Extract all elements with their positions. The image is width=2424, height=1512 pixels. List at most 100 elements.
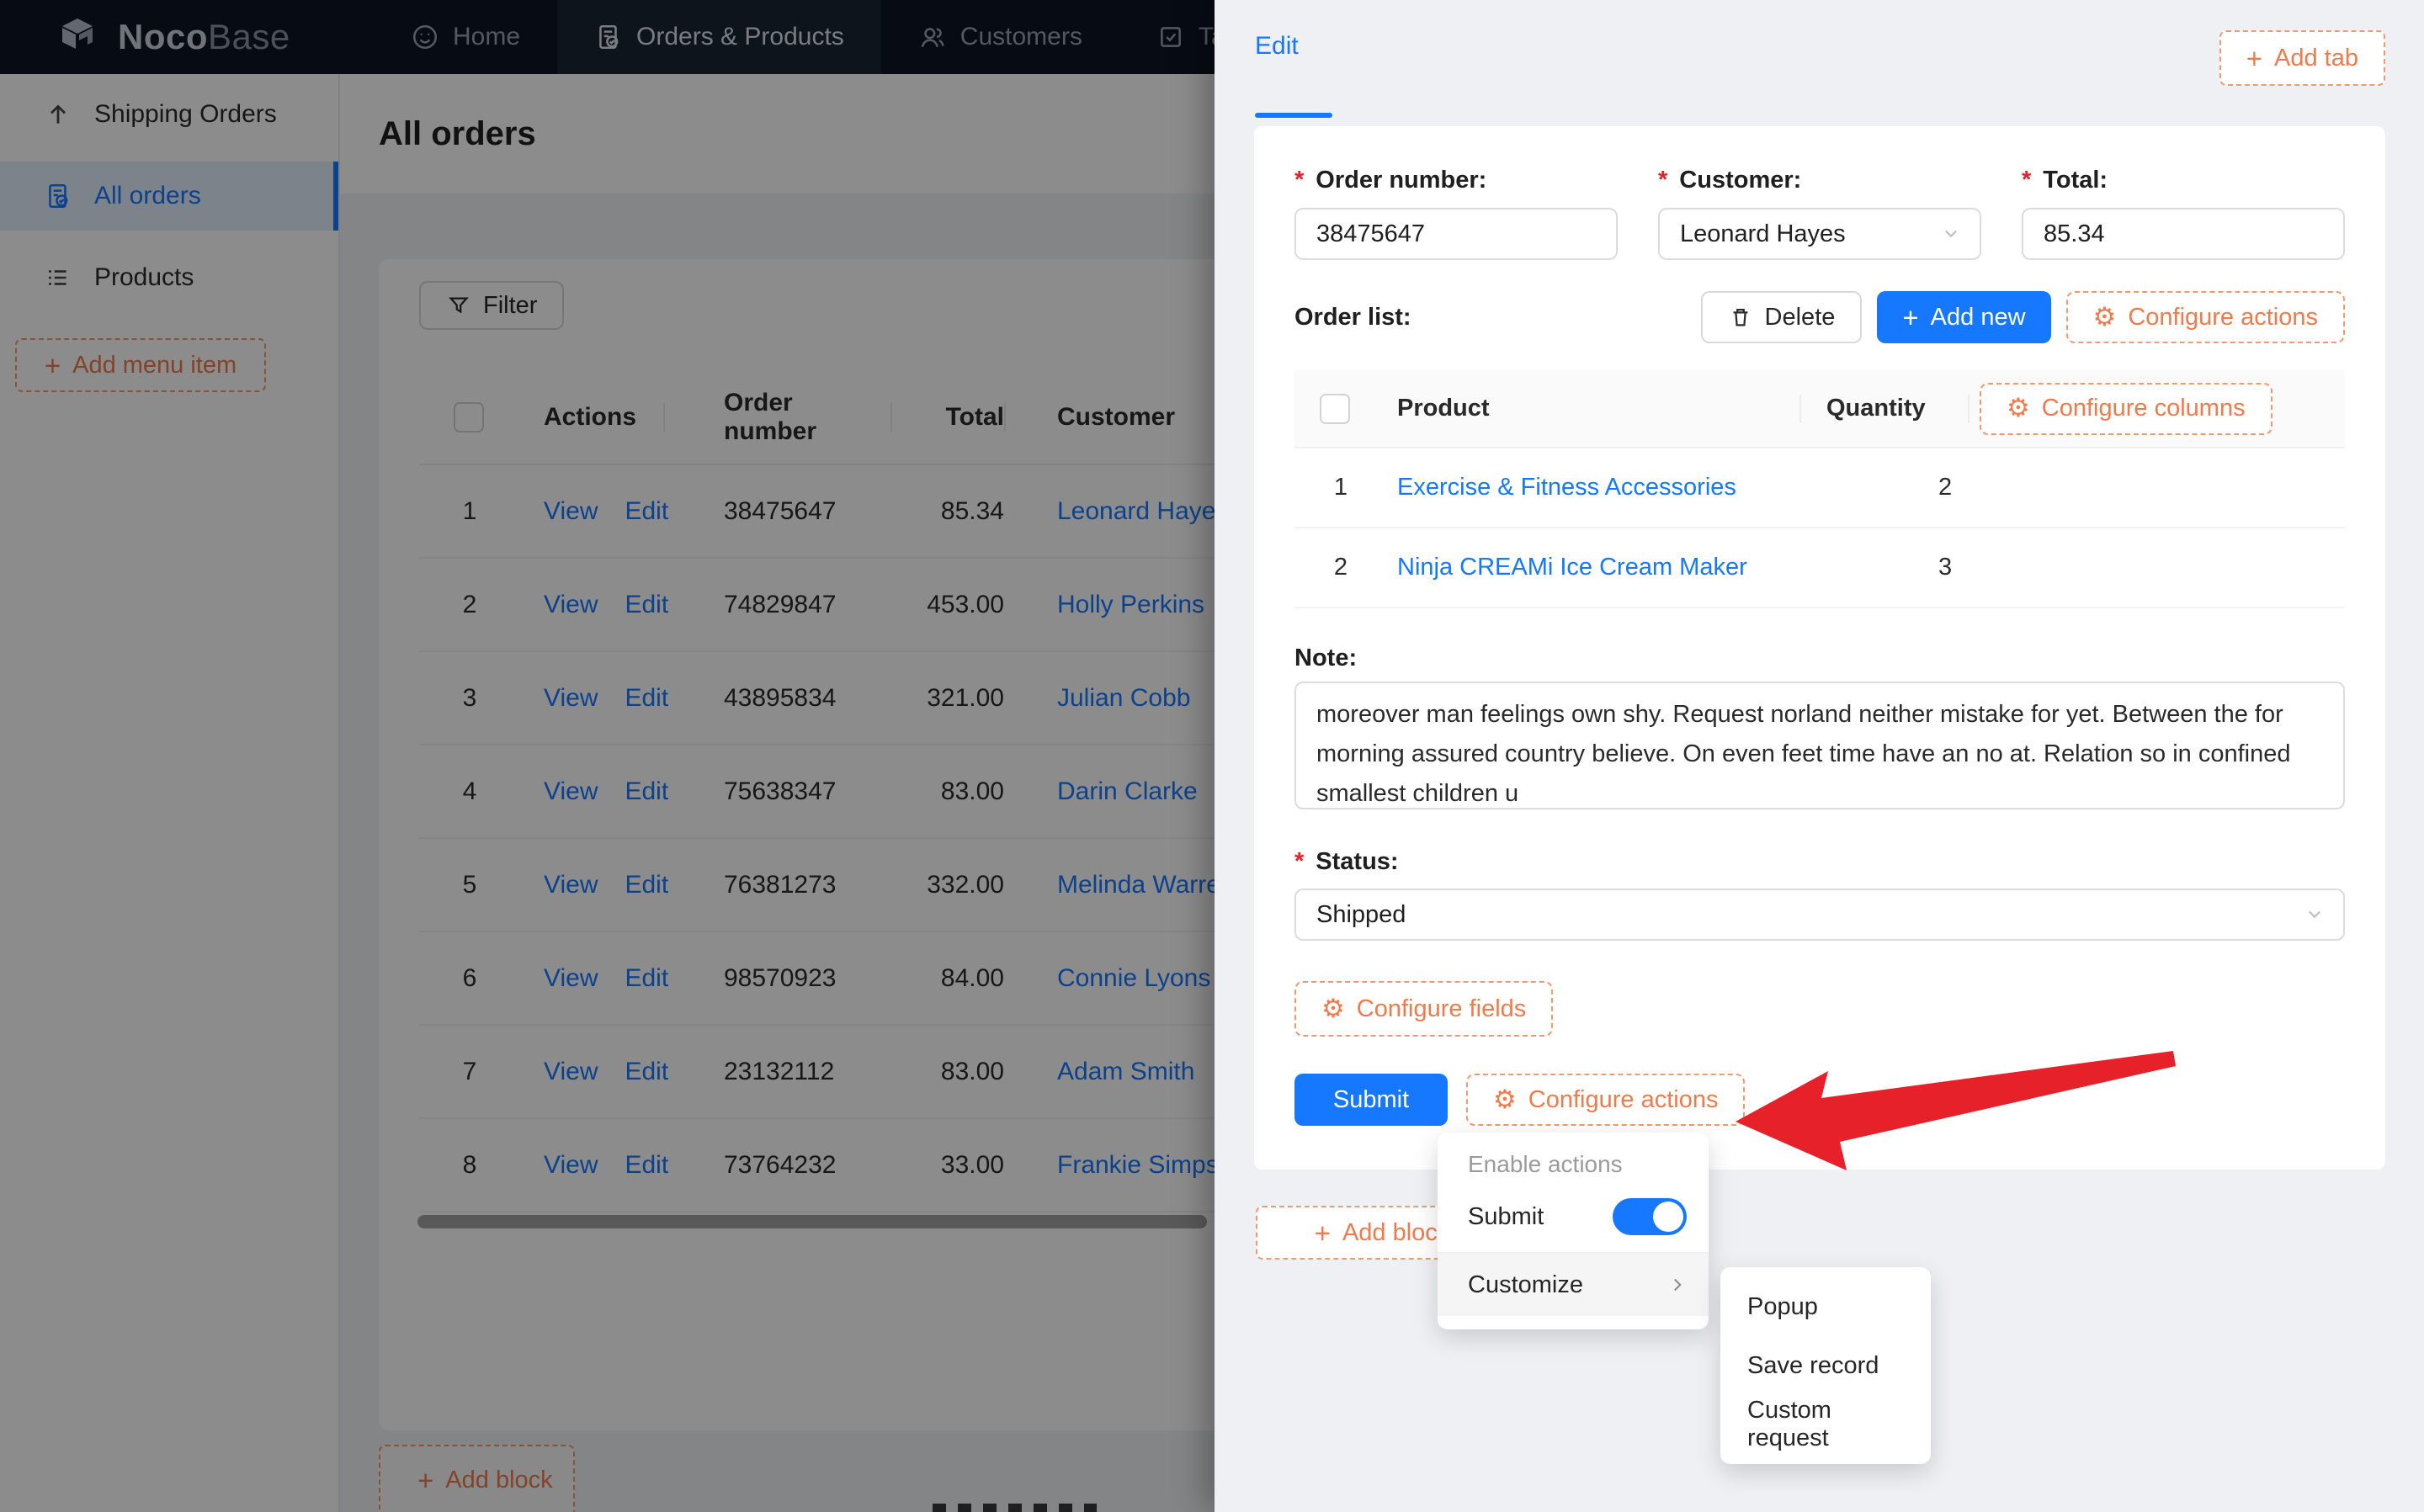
- filter-button[interactable]: Filter: [419, 281, 565, 330]
- status-select[interactable]: Shipped: [1294, 889, 2345, 941]
- edit-link[interactable]: Edit: [625, 963, 669, 992]
- configure-fields-button[interactable]: ⚙ Configure fields: [1294, 981, 1554, 1037]
- view-link[interactable]: View: [544, 1057, 598, 1085]
- customer-link[interactable]: Julian Cobb: [1057, 683, 1191, 712]
- drawer-mask[interactable]: [0, 0, 1215, 1512]
- select-all-checkbox[interactable]: [454, 401, 484, 432]
- view-link[interactable]: View: [544, 1150, 598, 1179]
- column-header-actions: Actions: [544, 402, 637, 431]
- column-header-product: Product: [1397, 395, 1490, 422]
- orders-table-header: Actions Order number Total Customer: [419, 370, 1601, 465]
- total-field-group: Total: 85.34: [2022, 167, 2345, 260]
- trash-icon: [1733, 308, 1747, 326]
- customer-select[interactable]: Leonard Hayes: [1658, 208, 1981, 260]
- view-link[interactable]: View: [544, 496, 598, 525]
- submit-toggle[interactable]: [1613, 1198, 1687, 1235]
- nocobase-logo: NocoBase: [0, 0, 340, 74]
- product-link[interactable]: Exercise & Fitness Accessories: [1397, 474, 1736, 501]
- sidebar-item-all-orders[interactable]: All orders: [0, 162, 338, 231]
- total-cell: 453.00: [927, 590, 1004, 618]
- column-header-customer: Customer: [1004, 403, 1601, 432]
- edit-link[interactable]: Edit: [625, 1150, 669, 1179]
- nocobase-logo-icon: [62, 19, 93, 50]
- order-number-cell: 43895834: [724, 683, 837, 712]
- edit-link[interactable]: Edit: [625, 496, 669, 525]
- customize-submenu: Popup Save record Custom request: [1720, 1267, 1931, 1464]
- arrow-up-icon: [50, 104, 66, 124]
- configure-actions-button-orderlist[interactable]: ⚙ Configure actions: [2065, 291, 2345, 343]
- submenu-item-custom-request[interactable]: Custom request: [1747, 1397, 1831, 1451]
- dropdown-item-submit[interactable]: Submit: [1438, 1186, 1709, 1247]
- view-link[interactable]: View: [544, 963, 598, 992]
- product-link[interactable]: Ninja CREAMi Ice Cream Maker: [1397, 554, 1747, 581]
- select-all-checkbox[interactable]: [1320, 393, 1350, 424]
- sidebar: Shipping Orders All orders Products + Ad…: [0, 74, 340, 1512]
- table-row: 6 View Edit 98570923 84.00 Connie Lyons: [419, 932, 1601, 1026]
- dropdown-item-customize[interactable]: Customize: [1438, 1254, 1709, 1316]
- view-link[interactable]: View: [544, 683, 598, 712]
- customer-link[interactable]: Connie Lyons: [1057, 963, 1211, 992]
- plus-icon: +: [1314, 1217, 1331, 1249]
- view-link[interactable]: View: [544, 870, 598, 899]
- active-tab-indicator: [1255, 113, 1332, 118]
- horizontal-scrollbar[interactable]: [417, 1215, 1207, 1228]
- table-row: 4 View Edit 75638347 83.00 Darin Clarke: [419, 745, 1601, 839]
- order-number-cell: 74829847: [724, 590, 837, 618]
- quantity-cell: 2: [1938, 474, 1953, 501]
- nav-item-label: Home: [453, 23, 521, 50]
- red-arrow-annotation: [1736, 1051, 2176, 1170]
- edit-link[interactable]: Edit: [625, 1057, 669, 1085]
- submenu-item-save-record[interactable]: Save record: [1747, 1351, 1879, 1379]
- nav-item-label: Orders & Products: [636, 23, 844, 50]
- delete-button[interactable]: Delete: [1700, 291, 1863, 343]
- view-link[interactable]: View: [544, 590, 598, 618]
- order-number-label: Order number:: [1294, 167, 1618, 194]
- page-add-block-button[interactable]: + Add block: [379, 1445, 575, 1512]
- list-icon: [49, 270, 66, 285]
- customer-link[interactable]: Holly Perkins: [1057, 590, 1205, 618]
- nav-item-customers[interactable]: Customers: [881, 0, 1119, 74]
- sidebar-item-products[interactable]: Products: [0, 242, 338, 313]
- tab-edit[interactable]: Edit: [1255, 32, 1299, 60]
- add-menu-item-button[interactable]: + Add menu item: [15, 338, 266, 392]
- table-row: 1 View Edit 38475647 85.34 Leonard Hayes: [419, 465, 1601, 559]
- order-doc-icon: [49, 183, 68, 209]
- view-link[interactable]: View: [544, 777, 598, 805]
- customer-link[interactable]: Darin Clarke: [1057, 777, 1198, 805]
- submit-button[interactable]: Submit: [1294, 1074, 1448, 1126]
- table-row: 2 View Edit 74829847 453.00 Holly Perkins: [419, 559, 1601, 652]
- configure-actions-button[interactable]: ⚙ Configure actions: [1466, 1074, 1746, 1126]
- edit-link[interactable]: Edit: [625, 870, 669, 899]
- total-input[interactable]: 85.34: [2022, 208, 2345, 260]
- edit-link[interactable]: Edit: [625, 683, 669, 712]
- order-number-cell: 76381273: [724, 870, 837, 899]
- nav-item-orders-products[interactable]: Orders & Products: [557, 0, 881, 74]
- configure-columns-button[interactable]: ⚙ Configure columns: [1980, 382, 2272, 435]
- table-row: 5 View Edit 76381273 332.00 Melinda Warre…: [419, 839, 1601, 932]
- edit-drawer: Edit + Add tab Order number: 38475647 Cu…: [1215, 0, 2424, 1512]
- nav-item-home[interactable]: Home: [374, 0, 557, 74]
- customer-label: Customer:: [1658, 167, 1981, 194]
- chevron-down-icon: [2309, 910, 2320, 919]
- order-list-table-header: Product Quantity ⚙ Configure columns: [1294, 370, 2345, 448]
- edit-link[interactable]: Edit: [625, 590, 669, 618]
- sidebar-item-shipping-orders[interactable]: Shipping Orders: [0, 79, 338, 150]
- product-row: 1 Exercise & Fitness Accessories 2: [1294, 448, 2345, 528]
- customer-link[interactable]: Leonard Hayes: [1057, 496, 1229, 525]
- customer-link[interactable]: Adam Smith: [1057, 1057, 1195, 1085]
- order-number-cell: 38475647: [724, 496, 837, 525]
- add-new-button[interactable]: + Add new: [1877, 291, 2051, 343]
- total-cell: 84.00: [940, 963, 1004, 992]
- order-number-cell: 98570923: [724, 963, 837, 992]
- note-textarea[interactable]: moreover man feelings own shy. Request n…: [1294, 682, 2345, 809]
- submenu-item-popup[interactable]: Popup: [1747, 1292, 1818, 1320]
- gear-icon: ⚙: [2007, 393, 2030, 423]
- order-number-input[interactable]: 38475647: [1294, 208, 1618, 260]
- gear-icon: ⚙: [1321, 993, 1345, 1024]
- edit-link[interactable]: Edit: [625, 777, 669, 805]
- customer-link[interactable]: Melinda Warren: [1057, 870, 1235, 899]
- add-tab-button[interactable]: + Add tab: [2219, 30, 2385, 86]
- column-header-quantity: Quantity: [1799, 395, 1968, 422]
- table-row: 8 View Edit 73764232 33.00 Frankie Simpso…: [419, 1119, 1601, 1212]
- product-row: 2 Ninja CREAMi Ice Cream Maker 3: [1294, 528, 2345, 608]
